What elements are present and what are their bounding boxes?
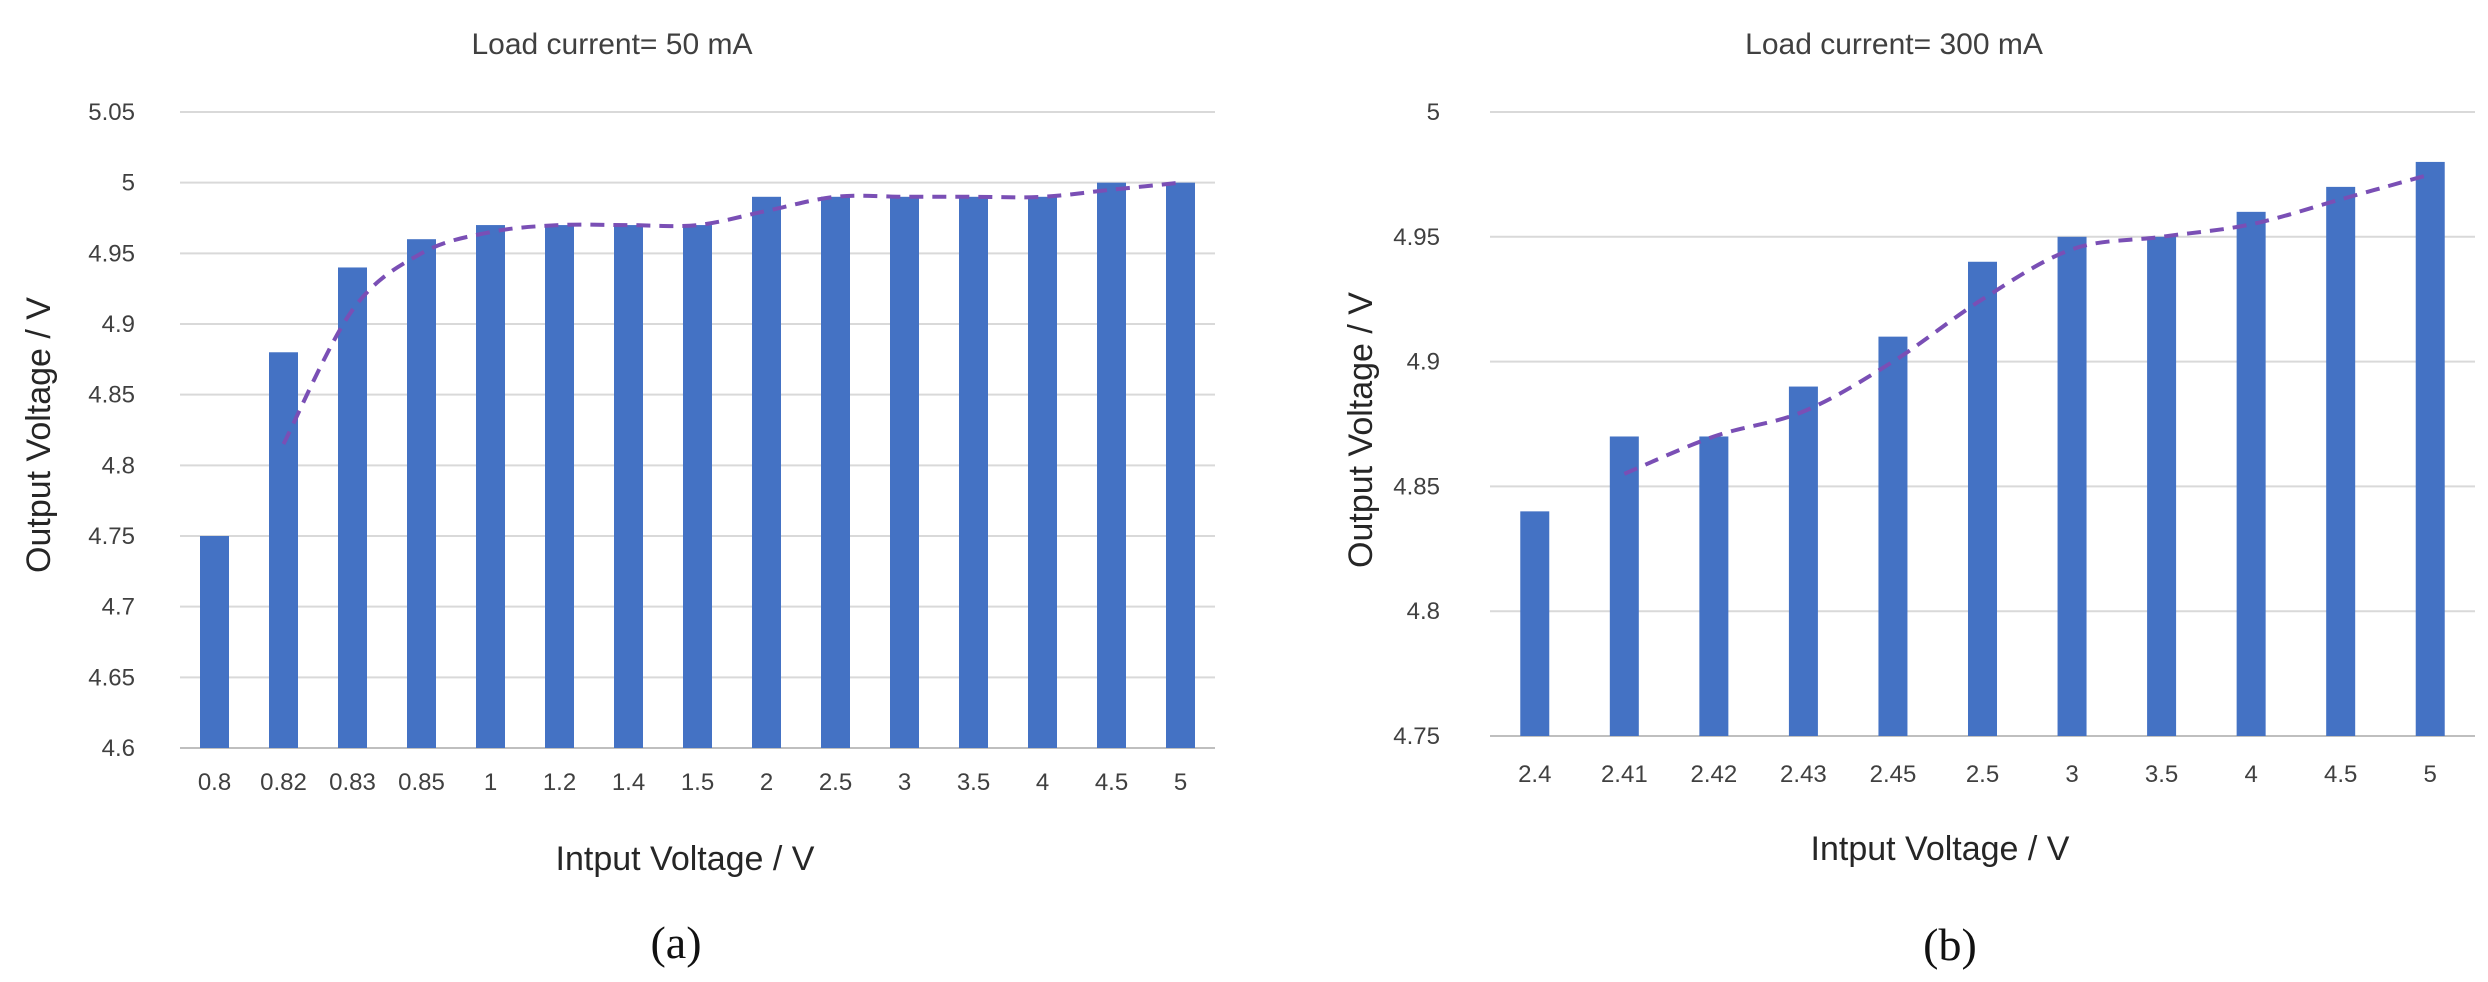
chart-b-bar [2326, 186, 2356, 736]
chart-a-bar [269, 352, 298, 748]
chart-a-y-tick-label: 4.6 [102, 735, 135, 762]
chart-b: Load current= 300 mA 4.75 4.8 4.85 4.9 4.95 5… [1342, 28, 2475, 970]
chart-b-bar [1878, 336, 1908, 736]
chart-b-x-tick-label: 2.41 [1601, 761, 1648, 788]
chart-a-x-tick-label: 0.85 [398, 769, 445, 796]
chart-b-x-axis-label: Intput Voltage / V [1811, 830, 2070, 868]
chart-b-x-tick-label: 2.5 [1966, 761, 1999, 788]
chart-b-bar [2057, 236, 2087, 737]
chart-a-y-tick-label: 5 [122, 170, 135, 197]
chart-a-y-axis-label: Output Voltage / V [20, 297, 58, 573]
chart-a-x-tick-label: 0.83 [329, 769, 376, 796]
chart-b-bar [1609, 436, 1639, 736]
chart-b-y-tick-label: 4.95 [1393, 224, 1440, 251]
chart-a-x-tick-label: 2 [760, 769, 773, 796]
chart-b-y-tick-label: 4.85 [1393, 473, 1440, 500]
chart-a-bar [821, 196, 850, 749]
chart-b-bar [2147, 236, 2177, 737]
chart-a-y-tick-label: 4.8 [102, 452, 135, 479]
chart-b-caption: (b) [1923, 919, 1977, 970]
chart-a-bar [614, 225, 643, 749]
chart-a-bar [407, 239, 436, 748]
chart-b-bar [1520, 511, 1550, 736]
chart-a-x-tick-label: 1.2 [543, 769, 576, 796]
chart-a-x-tick-label: 1.5 [681, 769, 714, 796]
chart-a-caption: (a) [650, 917, 701, 968]
chart-b-x-tick-label: 4 [2244, 761, 2257, 788]
chart-b-bar [2415, 161, 2445, 737]
chart-b-x-tick-label: 4.5 [2324, 761, 2357, 788]
chart-a-x-tick-label: 2.5 [819, 769, 852, 796]
chart-b-bar [1788, 386, 1818, 736]
chart-a-x-tick-label: 0.82 [260, 769, 307, 796]
chart-b-y-tick-label: 4.9 [1407, 349, 1440, 376]
chart-a-bar [752, 196, 781, 749]
chart-a-bar [959, 196, 988, 749]
chart-b-x-tick-label: 3.5 [2145, 761, 2178, 788]
chart-a-y-tick-label: 4.95 [88, 240, 135, 267]
chart-a-y-tick-label: 4.9 [102, 311, 135, 338]
chart-a-y-tick-label: 4.75 [88, 523, 135, 550]
chart-b-bar [1968, 261, 1997, 736]
chart-a: Load current= 50 mA 4.6 4.65 4.7 4.75 4.8 4.8… [20, 28, 1215, 968]
chart-a-y-tick-label: 4.85 [88, 382, 135, 409]
chart-a-trendline [281, 180, 1181, 446]
chart-a-bar [338, 267, 367, 748]
chart-a-bar [1166, 182, 1195, 748]
chart-a-bars [200, 182, 1195, 749]
chart-b-bars [1520, 161, 2445, 737]
chart-a-y-tick-label: 4.7 [102, 594, 135, 621]
chart-a-bar [890, 196, 919, 749]
chart-a-x-axis-label: Intput Voltage / V [556, 840, 815, 878]
chart-b-x-tick-label: 2.43 [1780, 761, 1827, 788]
chart-a-bar [1028, 196, 1057, 749]
chart-a-x-tick-label: 3.5 [957, 769, 990, 796]
chart-b-x-tick-label: 2.42 [1691, 761, 1738, 788]
chart-b-y-tick-label: 4.8 [1407, 598, 1440, 625]
chart-a-x-tick-label: 1 [484, 769, 497, 796]
chart-a-bar [545, 225, 574, 749]
chart-a-bar [200, 536, 229, 748]
chart-a-x-ticks: 0.8 0.82 0.83 0.85 1 1.2 1.4 1.5 2 2.5 3 3.5 4 4.5 5 [198, 769, 1187, 796]
chart-a-x-tick-label: 4.5 [1095, 769, 1128, 796]
chart-b-y-axis-label: Output Voltage / V [1342, 292, 1380, 568]
chart-a-bar [1097, 182, 1126, 748]
chart-b-y-tick-label: 4.75 [1393, 723, 1440, 750]
chart-a-x-tick-label: 3 [898, 769, 911, 796]
chart-b-bar [1699, 436, 1729, 736]
chart-b-y-ticks: 4.75 4.8 4.85 4.9 4.95 5 [1393, 99, 1440, 750]
chart-a-x-tick-label: 0.8 [198, 769, 231, 796]
chart-a-trend-line [281, 180, 1181, 446]
chart-a-title: Load current= 50 mA [471, 28, 752, 61]
chart-b-x-tick-label: 3 [2065, 761, 2078, 788]
chart-b-x-tick-label: 5 [2424, 761, 2437, 788]
chart-a-bar [683, 225, 712, 749]
chart-b-y-tick-label: 5 [1427, 99, 1440, 126]
chart-a-y-tick-label: 4.65 [88, 664, 135, 691]
chart-a-x-tick-label: 4 [1036, 769, 1049, 796]
chart-a-y-tick-label: 5.05 [88, 99, 135, 126]
chart-a-bar [476, 225, 505, 749]
chart-b-x-tick-label: 2.45 [1870, 761, 1917, 788]
chart-a-x-tick-label: 1.4 [612, 769, 645, 796]
chart-a-y-ticks: 4.6 4.65 4.7 4.75 4.8 4.85 4.9 4.95 5 5.05 [88, 99, 135, 762]
chart-b-x-ticks: 2.4 2.41 2.42 2.43 2.45 2.5 3 3.5 4 4.5 5 [1518, 761, 2437, 788]
chart-b-bar [2236, 211, 2266, 737]
chart-b-title: Load current= 300 mA [1745, 28, 2043, 61]
chart-b-x-tick-label: 2.4 [1518, 761, 1551, 788]
chart-a-x-tick-label: 5 [1174, 769, 1187, 796]
chart-b-trend-line [1623, 172, 2431, 476]
chart-b-trendline [1623, 172, 2431, 476]
